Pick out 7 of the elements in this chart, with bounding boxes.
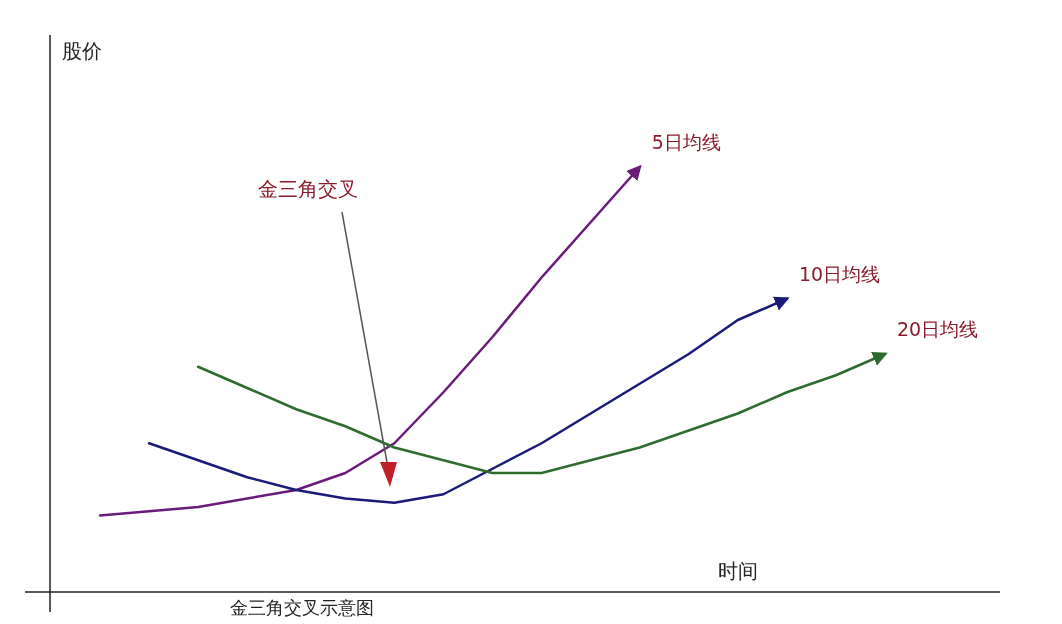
series-label: 10日均线 <box>798 262 881 285</box>
x-axis-title: 时间 <box>718 559 758 583</box>
annotation: 金三角交叉 <box>258 177 358 201</box>
series-label: 5日均线 <box>651 131 721 153</box>
series-label: 20日均线 <box>897 318 979 340</box>
text: 股价 <box>62 39 102 63</box>
text: 金三角交叉示意图 <box>230 597 374 618</box>
